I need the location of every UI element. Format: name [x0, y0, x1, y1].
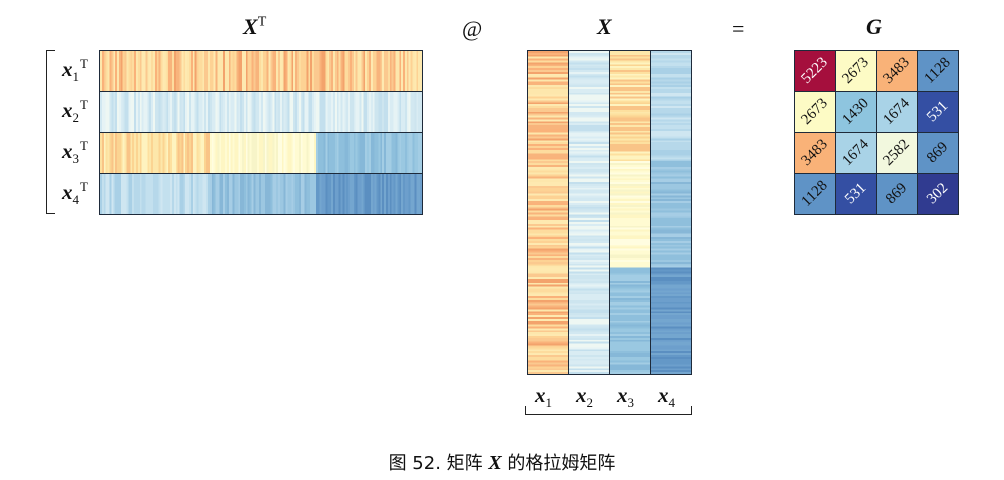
gram-matrix: 5223 2673 3483 1128 2673 1430 1674 531 3483 1674 2…: [794, 50, 959, 215]
gram-cell-1-1: 5223: [794, 50, 836, 92]
gram-value: 5223: [798, 54, 831, 87]
gram-value: 2582: [880, 136, 913, 169]
gram-cell-1-4: 1128: [917, 50, 959, 92]
gram-cell-4-3: 869: [876, 173, 918, 215]
xt-header: XT: [243, 14, 267, 39]
gram-value: 302: [924, 180, 952, 208]
row-label-1: x1T: [62, 56, 88, 85]
rows-bracket: [46, 50, 55, 214]
gram-value: 1674: [839, 136, 872, 169]
gram-value: 1430: [839, 95, 872, 128]
xt-row-4: [99, 173, 423, 215]
gram-value: 869: [924, 139, 952, 167]
x-header: X: [597, 14, 612, 39]
xt-row-1: [99, 50, 423, 92]
g-header: G: [866, 14, 882, 39]
row-label-4: x4T: [62, 179, 88, 208]
gram-cell-2-3: 1674: [876, 91, 918, 133]
gram-value: 3483: [880, 54, 913, 87]
col-label-4: x4: [658, 383, 675, 411]
gram-value: 1128: [921, 54, 954, 87]
gram-cell-4-1: 1128: [794, 173, 836, 215]
col-label-2: x2: [576, 383, 593, 411]
figure-caption: 图 52. 矩阵 X 的格拉姆矩阵: [0, 449, 1004, 475]
caption-prefix: 图 52. 矩阵: [388, 453, 489, 474]
gram-cell-1-2: 2673: [835, 50, 877, 92]
gram-value: 1128: [798, 177, 831, 210]
gram-value: 3483: [798, 136, 831, 169]
row-label-3: x3T: [62, 138, 88, 167]
gram-cell-4-4: 302: [917, 173, 959, 215]
caption-suffix: 的格拉姆矩阵: [501, 453, 616, 474]
gram-cell-3-3: 2582: [876, 132, 918, 174]
caption-bold-x: X: [488, 452, 502, 474]
col-label-3: x3: [617, 383, 634, 411]
gram-cell-3-1: 3483: [794, 132, 836, 174]
gram-cell-2-1: 2673: [794, 91, 836, 133]
col-label-1: x1: [535, 383, 552, 411]
equals-operator: =: [732, 16, 745, 41]
xt-row-3: [99, 132, 423, 174]
gram-value: 2673: [839, 54, 872, 87]
x-col-3: [609, 50, 651, 375]
gram-cell-2-2: 1430: [835, 91, 877, 133]
gram-cell-3-4: 869: [917, 132, 959, 174]
at-operator: @: [462, 16, 483, 41]
gram-cell-1-3: 3483: [876, 50, 918, 92]
gram-value: 1674: [880, 95, 913, 128]
cols-bracket: [525, 406, 692, 415]
gram-cell-2-4: 531: [917, 91, 959, 133]
x-col-1: [527, 50, 569, 375]
gram-value: 869: [883, 180, 911, 208]
gram-value: 2673: [798, 95, 831, 128]
gram-value: 531: [842, 180, 870, 208]
gram-value: 531: [924, 98, 952, 126]
x-col-4: [650, 50, 692, 375]
gram-cell-4-2: 531: [835, 173, 877, 215]
gram-cell-3-2: 1674: [835, 132, 877, 174]
xt-row-2: [99, 91, 423, 133]
x-col-2: [568, 50, 610, 375]
row-label-2: x2T: [62, 97, 88, 126]
